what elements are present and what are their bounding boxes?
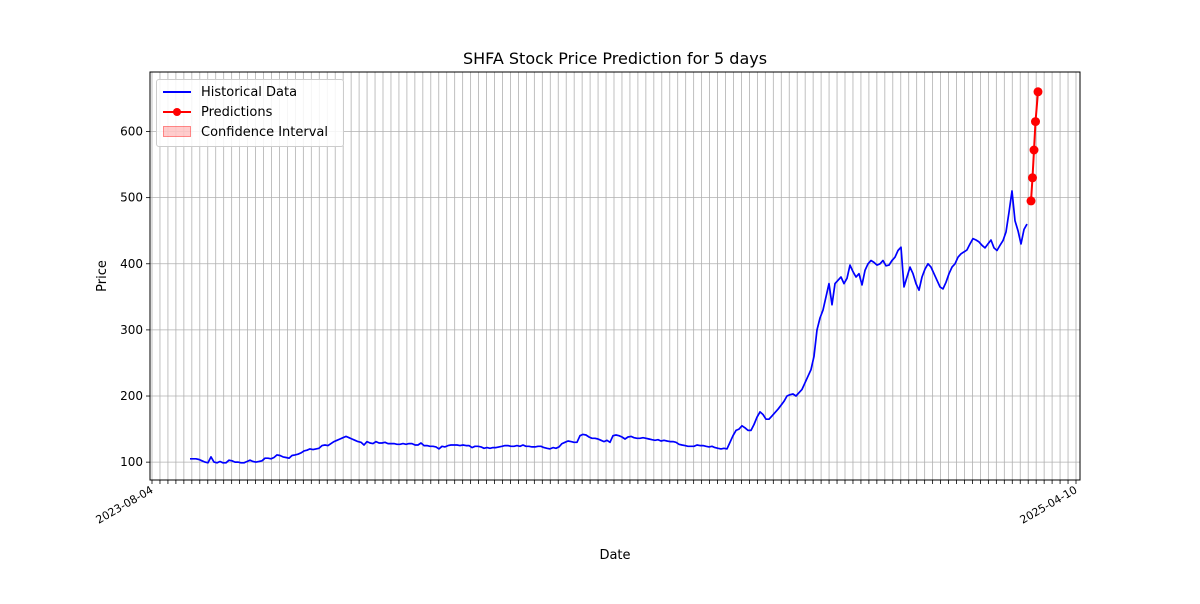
legend-band-swatch (163, 125, 191, 139)
chart-title: SHFA Stock Price Prediction for 5 days (463, 49, 767, 68)
y-tick-label: 600 (120, 125, 143, 139)
prediction-point (1028, 173, 1037, 183)
historical-data-line (190, 190, 1028, 464)
prediction-point (1033, 87, 1043, 97)
x-axis-label: Date (599, 548, 630, 563)
legend-label: Historical Data (201, 84, 298, 100)
y-tick-label: 500 (120, 191, 143, 205)
prediction-point (1026, 196, 1036, 206)
legend-item-historical: Historical Data (163, 82, 297, 102)
legend-label: Confidence Interval (201, 124, 329, 140)
prediction-point (1029, 145, 1039, 155)
chart-legend: Historical Data Predictions Confidence I… (156, 79, 344, 147)
y-tick-label: 200 (120, 389, 143, 403)
legend-item-predictions: Predictions (163, 102, 272, 122)
legend-item-confidence: Confidence Interval (163, 122, 328, 142)
plot-area-frame (149, 71, 1081, 481)
y-tick-label: 300 (120, 323, 143, 337)
legend-line-swatch (163, 85, 191, 99)
prediction-point (1031, 117, 1040, 127)
y-tick-label: 100 (120, 455, 143, 469)
y-tick-label: 400 (120, 257, 143, 271)
legend-label: Predictions (201, 104, 273, 120)
y-axis-label: Price (95, 260, 110, 292)
legend-marker-swatch (163, 105, 191, 119)
